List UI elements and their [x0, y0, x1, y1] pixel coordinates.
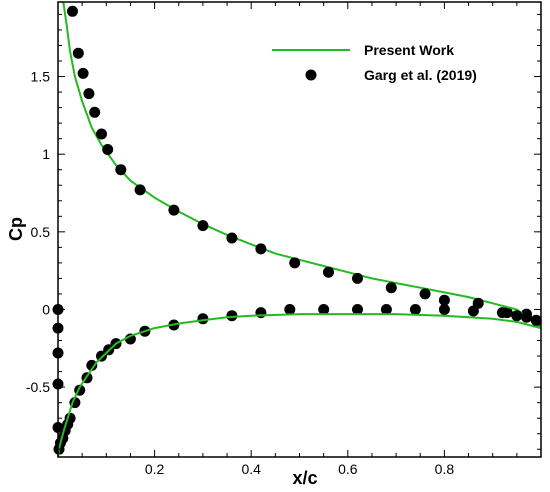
garg-lower-point — [380, 304, 392, 315]
legend: Present Work Garg et al. (2019) — [272, 42, 477, 83]
garg-upper-point — [323, 266, 334, 278]
y-tick-labels: 1.5 1 0.5 0 -0.5 — [26, 69, 50, 396]
legend-label-present-work: Present Work — [364, 42, 454, 58]
garg-lower-point — [96, 350, 107, 362]
legend-marker-swatch — [305, 69, 317, 81]
garg-lower-point — [318, 304, 330, 315]
y-tick-label: -0.5 — [26, 379, 50, 395]
present-work-upper-line — [62, 1, 542, 329]
garg-lower-point — [438, 304, 450, 315]
garg-upper-point — [472, 297, 484, 309]
x-tick-label: 0.2 — [145, 461, 165, 477]
x-tick-label: 0.4 — [241, 461, 261, 477]
garg-lower-point — [86, 359, 98, 371]
garg-upper-point — [530, 314, 542, 326]
garg-lower-point — [226, 310, 238, 322]
x-tick-label: 0.6 — [338, 461, 358, 477]
garg-upper-point — [511, 310, 523, 322]
garg-upper-points — [67, 5, 542, 326]
garg-lower-point — [352, 304, 363, 315]
garg-lower-point — [409, 304, 421, 315]
garg-upper-point — [83, 88, 95, 100]
garg-upper-point — [521, 311, 532, 323]
y-tick-label: 1.5 — [31, 69, 51, 85]
garg-upper-point — [72, 47, 84, 59]
garg-upper-point — [496, 307, 508, 319]
x-tick-label: 0.8 — [435, 461, 455, 477]
garg-upper-point — [289, 257, 301, 269]
y-tick-label: 1 — [42, 146, 50, 162]
y-axis-title: Cp — [6, 217, 26, 241]
garg-upper-point — [197, 220, 209, 232]
y-tick-label: 0.5 — [31, 224, 51, 240]
garg-lower-points — [52, 304, 532, 455]
garg-upper-point — [89, 106, 101, 118]
y-tick-label: 0 — [42, 301, 50, 317]
garg-upper-point — [115, 164, 127, 176]
garg-upper-point — [352, 272, 363, 284]
garg-upper-point — [77, 67, 89, 79]
garg-upper-point — [134, 184, 146, 196]
garg-upper-point — [168, 204, 180, 216]
x-axis-title: x/c — [292, 468, 317, 488]
x-tick-labels: 0.2 0.4 0.6 0.8 — [145, 461, 454, 477]
axis-ticks — [58, 2, 541, 457]
present-work-lower-line — [57, 313, 542, 458]
garg-upper-point — [385, 282, 397, 294]
garg-upper-point — [96, 128, 107, 140]
legend-label-garg: Garg et al. (2019) — [364, 67, 477, 83]
garg-upper-point — [419, 288, 431, 300]
present-work-lines — [57, 1, 542, 458]
garg-upper-point — [255, 243, 267, 255]
garg-upper-point — [226, 232, 238, 244]
garg-upper-point — [102, 144, 114, 155]
garg-upper-point — [438, 294, 450, 306]
garg-upper-point — [67, 5, 78, 17]
garg-lower-point — [284, 304, 296, 315]
